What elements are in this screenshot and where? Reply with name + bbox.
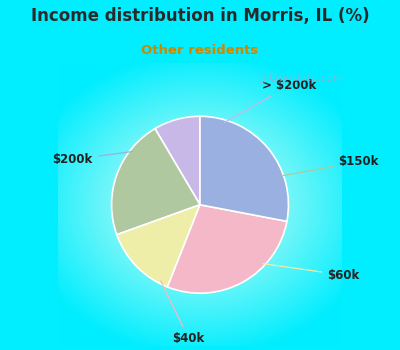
Text: > $200k: > $200k bbox=[224, 79, 317, 122]
Text: $200k: $200k bbox=[52, 152, 132, 166]
Wedge shape bbox=[155, 116, 200, 205]
Text: Income distribution in Morris, IL (%): Income distribution in Morris, IL (%) bbox=[31, 7, 369, 25]
Text: $150k: $150k bbox=[282, 155, 379, 176]
Wedge shape bbox=[112, 128, 200, 235]
Text: Other residents: Other residents bbox=[141, 44, 259, 57]
Wedge shape bbox=[200, 116, 288, 221]
Text: $40k: $40k bbox=[161, 281, 205, 345]
Wedge shape bbox=[117, 205, 200, 287]
Text: ⓘ: ⓘ bbox=[259, 73, 266, 83]
Wedge shape bbox=[168, 205, 287, 293]
Text: City-Data.com: City-Data.com bbox=[268, 73, 343, 83]
Text: $60k: $60k bbox=[263, 264, 359, 281]
